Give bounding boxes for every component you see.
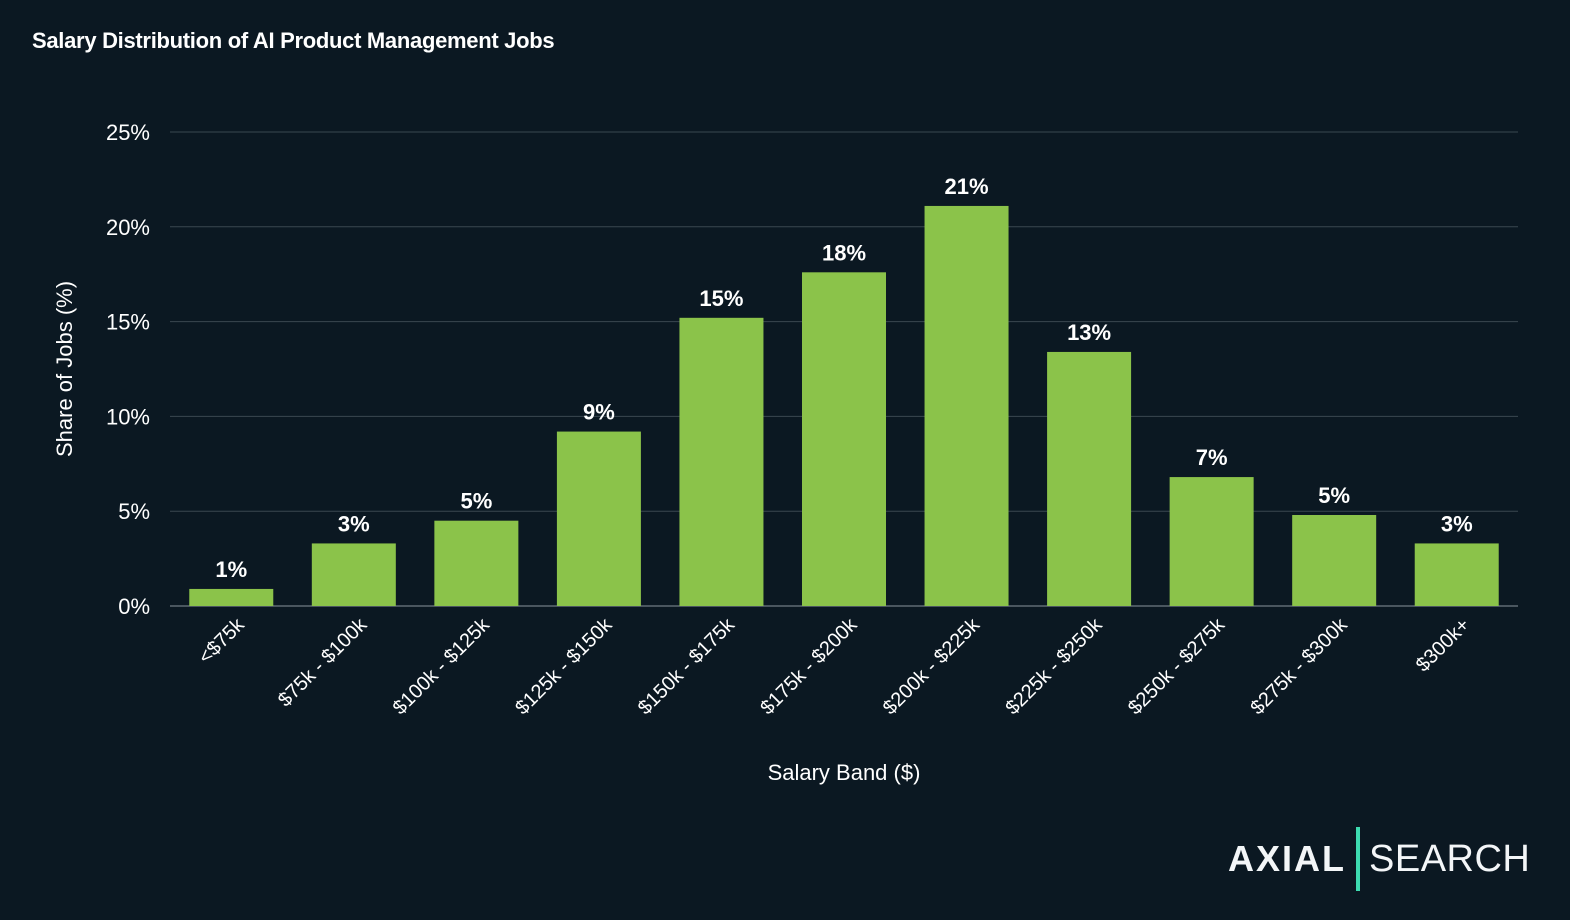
x-tick-label: $200k - $225k bbox=[879, 613, 985, 719]
bar bbox=[311, 543, 396, 606]
data-label: 15% bbox=[699, 286, 743, 311]
bar bbox=[434, 520, 519, 606]
x-tick-label: $150k - $175k bbox=[634, 613, 740, 719]
bar bbox=[1414, 543, 1499, 606]
x-tick-label: $175k - $200k bbox=[756, 613, 862, 719]
y-tick-label: 0% bbox=[118, 594, 150, 619]
bar bbox=[1292, 514, 1377, 606]
x-axis-label: Salary Band ($) bbox=[768, 760, 921, 785]
bar bbox=[802, 272, 886, 606]
y-tick-label: 5% bbox=[118, 499, 150, 524]
data-label: 9% bbox=[583, 400, 615, 425]
data-label: 5% bbox=[460, 489, 492, 514]
y-tick-label: 15% bbox=[106, 310, 150, 335]
bar bbox=[679, 317, 764, 606]
bar bbox=[1047, 351, 1132, 606]
x-tick-label: <$75k bbox=[194, 613, 249, 668]
data-label: 18% bbox=[822, 240, 866, 265]
x-tick-label: $300k+ bbox=[1412, 614, 1474, 676]
axial-search-logo: AXIAL SEARCH bbox=[1228, 826, 1530, 892]
x-tick-label: $75k - $100k bbox=[274, 613, 372, 711]
y-tick-label: 10% bbox=[106, 404, 150, 429]
chart-title: Salary Distribution of AI Product Manage… bbox=[32, 28, 555, 53]
x-tick-label: $125k - $150k bbox=[511, 613, 617, 719]
data-label: 21% bbox=[945, 174, 989, 199]
logo-left: AXIAL bbox=[1228, 838, 1346, 879]
y-axis-label: Share of Jobs (%) bbox=[52, 281, 77, 457]
data-label: 3% bbox=[1441, 511, 1473, 536]
logo-right: SEARCH bbox=[1369, 837, 1531, 880]
logo-divider bbox=[1356, 827, 1360, 891]
x-tick-label: $225k - $250k bbox=[1001, 613, 1107, 719]
bar bbox=[924, 205, 1009, 606]
x-tick-label: $275k - $300k bbox=[1247, 613, 1353, 719]
bar bbox=[189, 588, 274, 606]
data-label: 13% bbox=[1067, 320, 1111, 345]
data-label: 1% bbox=[215, 557, 247, 582]
data-label: 7% bbox=[1196, 445, 1228, 470]
bar bbox=[556, 431, 641, 606]
x-tick-label: $250k - $275k bbox=[1124, 613, 1230, 719]
data-label: 3% bbox=[338, 511, 370, 536]
y-tick-label: 20% bbox=[106, 215, 150, 240]
data-label: 5% bbox=[1318, 483, 1350, 508]
x-tick-label: $100k - $125k bbox=[389, 613, 495, 719]
y-tick-label: 25% bbox=[106, 120, 150, 145]
bar bbox=[1169, 477, 1254, 606]
